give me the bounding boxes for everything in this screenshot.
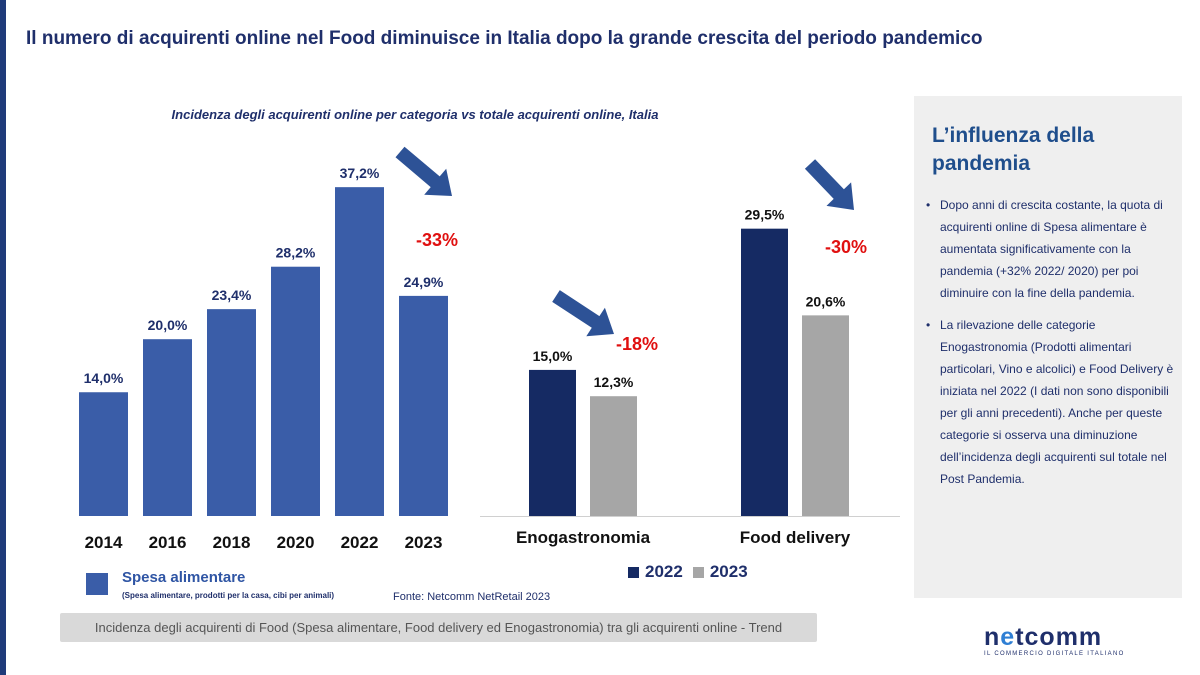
- logo-wordmark: netcomm: [984, 623, 1103, 651]
- value-label-spesa-2022: 37,2%: [340, 165, 380, 181]
- legend-item-2023: 2023: [692, 562, 748, 582]
- bar-spesa-2022: [335, 187, 384, 517]
- arrow-food-delivery: [804, 159, 854, 210]
- logo-tagline: IL COMMERCIO DIGITALE ITALIANO: [984, 651, 1125, 657]
- bar-enogastronomia-2023: [590, 396, 637, 516]
- panel-bullet: La rilevazione delle categorie Enogastro…: [926, 314, 1176, 490]
- value-label-food-delivery-2022: 29,5%: [745, 207, 785, 223]
- bar-food-delivery-2023: [802, 315, 849, 516]
- legend-label-2023: 2023: [709, 562, 748, 581]
- trend-arrows: [395, 146, 854, 337]
- tick-label-2014: 2014: [85, 533, 123, 552]
- page-title: Il numero di acquirenti online nel Food …: [26, 28, 983, 49]
- bar-spesa-2014: [79, 392, 128, 516]
- tick-label-2018: 2018: [213, 533, 251, 552]
- value-label-enogastronomia-2023: 12,3%: [594, 374, 634, 390]
- insight-panel: L’influenza della pandemia Dopo anni di …: [914, 96, 1182, 598]
- legend-swatch-2023: [692, 566, 704, 578]
- decline-label-spesa: -33%: [416, 230, 458, 250]
- legend-years: 2022 2023: [628, 562, 748, 582]
- source-note: Fonte: Netcomm NetRetail 2023: [393, 591, 551, 603]
- panel-bullet: Dopo anni di crescita costante, la quota…: [926, 194, 1176, 304]
- netcomm-logo: netcomm IL COMMERCIO DIGITALE ITALIANO: [984, 624, 1124, 657]
- arrow-enogastronomia: [552, 290, 614, 337]
- tick-label-2020: 2020: [277, 533, 315, 552]
- decline-label-food-delivery: -30%: [825, 237, 867, 257]
- bar-spesa-2023: [399, 295, 448, 516]
- bar-enogastronomia-2022: [529, 369, 576, 516]
- value-label-enogastronomia-2022: 15,0%: [533, 348, 573, 364]
- arrow-spesa: [395, 146, 452, 196]
- categories-chart: 15,0% 12,3% Enogastronomia 29,5% 20,6% Food d…: [480, 207, 900, 547]
- bar-spesa-2018: [207, 309, 256, 516]
- value-label-food-delivery-2023: 20,6%: [806, 293, 846, 309]
- category-label-food-delivery: Food delivery: [740, 528, 851, 547]
- value-label-spesa-2014: 14,0%: [84, 370, 124, 386]
- tick-label-2016: 2016: [149, 533, 187, 552]
- bar-spesa-2020: [271, 266, 320, 516]
- value-label-spesa-2023: 24,9%: [404, 274, 444, 290]
- category-label-enogastronomia: Enogastronomia: [516, 528, 651, 547]
- legend-label-spesa: Spesa alimentare: [122, 569, 246, 586]
- tick-label-2023: 2023: [405, 533, 443, 552]
- spesa-chart: 14,0% 2014 20,0% 2016 23,4% 2018 28,2% 2020 37,2…: [79, 165, 458, 552]
- tick-label-2022: 2022: [341, 533, 379, 552]
- chart-area: 14,0% 2014 20,0% 2016 23,4% 2018 28,2% 2020 37,2…: [79, 146, 900, 552]
- legend-label-2022: 2022: [645, 562, 683, 581]
- chart-subtitle: Incidenza degli acquirenti online per ca…: [171, 107, 659, 122]
- value-label-spesa-2020: 28,2%: [276, 245, 316, 261]
- legend-note-spesa: (Spesa alimentare, prodotti per la casa,…: [122, 591, 335, 600]
- legend-swatch-spesa: [86, 573, 108, 595]
- bar-spesa-2016: [143, 339, 192, 516]
- legend-swatch-2022: [628, 566, 639, 578]
- value-label-spesa-2018: 23,4%: [212, 287, 252, 303]
- decline-label-enogastronomia: -18%: [616, 334, 658, 354]
- footer-caption: Incidenza degli acquirenti di Food (Spes…: [60, 613, 817, 642]
- panel-bullets: Dopo anni di crescita costante, la quota…: [926, 194, 1176, 500]
- panel-title: L’influenza della pandemia: [932, 124, 1095, 175]
- bar-food-delivery-2022: [741, 228, 788, 517]
- accent-bar: [0, 0, 6, 675]
- value-label-spesa-2016: 20,0%: [148, 317, 188, 333]
- legend-item-2022: 2022: [628, 562, 683, 582]
